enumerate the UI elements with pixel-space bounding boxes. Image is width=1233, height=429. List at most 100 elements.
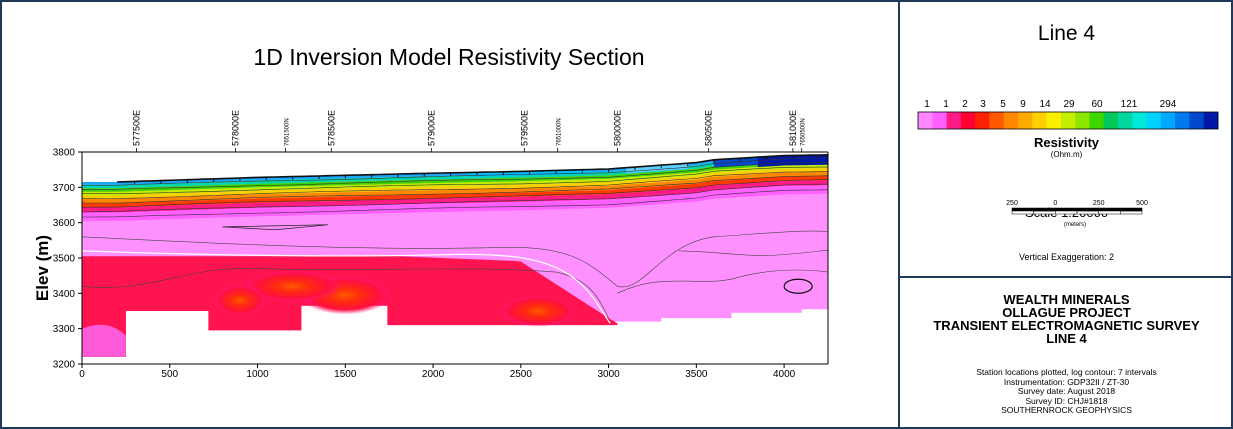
station-label: 577500E [131,110,141,146]
panel-divider-vertical [898,0,900,429]
x-tick-label: 4000 [773,369,796,380]
conductive-core-2 [499,295,577,327]
colorbar-swatch [1203,112,1219,129]
station-label: 578000E [231,110,241,146]
x-tick-label: 2000 [422,369,445,380]
colorbar-label: 2 [962,99,968,110]
y-tick-label: 3500 [53,254,76,265]
note-station-locations: Station locations plotted, log contour: … [976,367,1157,377]
x-tick-label: 1000 [246,369,269,380]
y-tick-label: 3200 [53,360,76,371]
note-survey-id: Survey ID: CHJ#1818 [1025,395,1108,406]
colorbar-label: 60 [1091,99,1103,110]
y-tick-label: 3400 [53,289,76,300]
station-label: 7651000N [557,118,563,146]
colorbar: 1 1 2 3 5 9 14 29 60 121 294 [917,99,1219,130]
band-yellow-green [82,164,828,196]
x-tick-label: 1500 [334,369,357,380]
x-tick-label: 3000 [597,369,620,380]
vertical-exaggeration: Vertical Exaggeration: 2 [1018,252,1115,262]
station-label: 7650500N [801,118,807,146]
plot-axes: 3200 3300 3400 3500 3600 3700 3800 0 500 1000 1500… [53,148,829,380]
scale-segment [1120,210,1143,215]
colorbar-label: 1 [943,99,949,110]
x-tick-label: 2500 [510,369,533,380]
scale-tick-labels: 250 0 250 500 [1006,200,1148,207]
scale-segment [1033,210,1056,215]
note-instrumentation: Instrumentation: GDP32II / ZT-30 [1003,376,1130,387]
scale-segment [1098,207,1121,212]
scale-segment [1055,207,1078,212]
resistivity-section [81,154,829,357]
colorbar-label: 9 [1020,99,1026,110]
colorbar-swatch [918,112,933,129]
deep-contour-3 [678,249,829,256]
colorbar-swatch [1046,112,1062,129]
title-line-line: LINE 4 [1046,331,1087,346]
colorbar-units: (Ohm.m) [1050,150,1083,159]
x-tick-label: 0 [79,369,85,380]
colorbar-label: 121 [1121,99,1138,110]
station-labels: 577500E 578000E 7651500N 578500E 579000E 5795… [131,110,807,152]
colorbar-swatch [1003,112,1019,129]
colorbar-swatch [1175,112,1190,129]
scale-segment [1076,207,1099,212]
band-yellow [82,168,828,199]
contour-line-7 [82,189,829,218]
colorbar-swatch [1189,112,1205,129]
note-survey-date: Survey date: August 2018 [1017,386,1116,396]
colorbar-swatch [1118,112,1133,129]
colorbar-swatch [1018,112,1033,129]
colorbar-label: 29 [1063,99,1075,110]
band-pink [82,185,828,221]
scale-tick-label: 250 [1006,200,1018,207]
colorbar-title: Resistivity [1033,135,1100,150]
scale-tick-label: 0 [1053,200,1057,207]
conductive-core-1 [243,270,342,303]
deep-contour-2 [617,269,829,294]
resistivity-section-plot: 3200 3300 3400 3500 3600 3700 3800 0 500 1000 1500… [33,110,829,380]
scale-bar: 250 0 250 500 [1006,200,1148,215]
colorbar-swatch [1089,112,1105,129]
colorbar-label: 5 [1000,99,1006,110]
band-orange [82,171,828,204]
colorbar-tick-labels: 1 1 2 3 5 9 14 29 60 121 294 [924,99,1177,110]
y-tick-label: 3700 [53,183,76,194]
station-label: 579500E [519,110,529,146]
colorbar-swatch [1032,112,1047,129]
scale-segment [1120,207,1143,212]
colorbar-swatch [1075,112,1090,129]
contour-line-4 [81,175,829,204]
colorbar-swatch [946,112,962,129]
scale-segment [1055,210,1078,215]
station-label: 581000E [788,110,798,146]
y-tick-label: 3600 [53,218,76,229]
band-green [82,161,828,192]
y-tick-label: 3300 [53,324,76,335]
y-tick-label: 3800 [53,148,76,159]
colorbar-label: 3 [980,99,986,110]
y-axis-label: Elev (m) [33,235,52,301]
scale-segment [1011,210,1034,215]
note-contractor: SOUTHERNROCK GEOPHYSICS [1001,405,1132,415]
colorbar-swatch [1132,112,1147,129]
scale-segment [1098,210,1121,215]
closed-contour-left [222,224,328,231]
left-low-patch [82,324,126,357]
colorbar-swatch [989,112,1005,129]
scale-segment [1011,207,1034,212]
colorbar-swatch [1060,112,1076,129]
white-contour [81,250,611,324]
scale-units: (meters) [1063,222,1087,228]
contour-line-2 [82,166,828,195]
band-red-orange [82,176,828,208]
colorbar-swatches [917,111,1219,130]
colorbar-swatch [1160,112,1176,129]
colorbar-label: 294 [1160,99,1177,110]
surface-line [117,154,829,183]
contour-line-5 [81,179,829,208]
scale-tick-label: 500 [1136,200,1148,207]
colorbar-label: 1 [924,99,930,110]
panel-divider-horizontal [898,276,1233,278]
scale-segment [1076,210,1099,215]
